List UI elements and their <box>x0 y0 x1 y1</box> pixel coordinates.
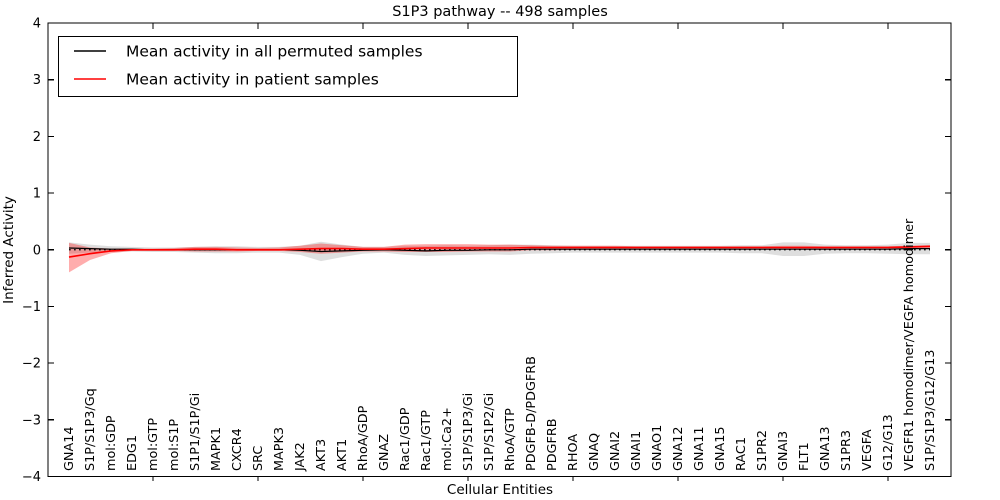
x-category-label: GNAZ <box>377 434 392 471</box>
chart-title: S1P3 pathway -- 498 samples <box>392 4 608 20</box>
permuted-confidence-band <box>69 241 930 262</box>
patient-mean-line <box>68 245 931 258</box>
y-tick-label: 1 <box>33 187 41 202</box>
x-category-label: CXCR4 <box>230 428 245 471</box>
x-axis-label: Cellular Entities <box>447 482 553 498</box>
x-category-label: RhoA/GTP <box>503 408 518 471</box>
x-category-label: PDGFB-D/PDGFRB <box>524 356 539 471</box>
x-category-labels: GNA14 S1P/S1P3/Gq mol:GDP EDG1 mol:GTP mol:S1… <box>62 218 938 472</box>
x-category-label: S1P/S1P3/Gq <box>83 388 98 471</box>
x-category-label: S1P/S1P2/Gi <box>482 393 497 471</box>
series-lines <box>68 245 931 258</box>
x-category-label: GNA13 <box>818 426 833 471</box>
x-category-label: GNAI1 <box>629 431 644 471</box>
y-tick-label: −4 <box>22 470 41 485</box>
x-category-label: AKT3 <box>314 439 329 471</box>
confidence-bands <box>69 241 930 273</box>
x-category-label: S1P/S1P3/G12/G13 <box>923 350 938 471</box>
x-category-label: mol:GDP <box>104 415 119 471</box>
y-tick-label: 3 <box>33 73 41 88</box>
x-category-label: GNAI3 <box>776 431 791 471</box>
x-category-label: PDGFRB <box>545 418 560 471</box>
y-tick-label: −2 <box>22 357 41 372</box>
x-category-label: S1PR3 <box>839 430 854 471</box>
legend-permuted-label: Mean activity in all permuted samples <box>126 43 423 61</box>
x-category-label: mol:GTP <box>146 418 161 471</box>
y-tick-labels: 4 3 2 1 0 −1 −2 −3 −4 <box>22 17 41 486</box>
x-category-label: VEGFR1 homodimer/VEGFA homodimer <box>902 218 917 471</box>
x-category-label: MAPK3 <box>272 427 287 471</box>
x-category-label: GNA12 <box>671 426 686 471</box>
x-category-label: SRC <box>251 446 266 471</box>
x-category-label: RHOA <box>566 434 581 471</box>
x-category-label: GNAO1 <box>650 425 665 471</box>
x-category-label: G12/G13 <box>881 414 896 471</box>
x-category-label: S1P1/S1P/Gi <box>188 393 203 471</box>
x-category-label: mol:S1P <box>167 419 182 471</box>
x-category-label: VEGFA <box>860 429 875 471</box>
x-category-label: GNAQ <box>587 433 602 471</box>
x-category-label: GNAI2 <box>608 431 623 471</box>
x-category-label: EDG1 <box>125 435 140 471</box>
axis-ticks <box>48 22 951 481</box>
x-category-label: MAPK1 <box>209 427 224 471</box>
x-category-label: GNA11 <box>692 426 707 471</box>
y-tick-label: −3 <box>22 413 41 428</box>
x-category-label: S1P/S1P3/Gi <box>461 393 476 471</box>
y-axis-label: Inferred Activity <box>1 196 17 304</box>
x-category-label: RAC1 <box>734 437 749 471</box>
x-category-label: Rac1/GDP <box>398 407 413 471</box>
legend: Mean activity in all permuted samples Me… <box>57 35 519 98</box>
x-category-label: FLT1 <box>797 442 812 471</box>
legend-box <box>57 35 519 98</box>
x-category-label: Rac1/GTP <box>419 410 434 471</box>
x-category-label: RhoA/GDP <box>356 405 371 471</box>
x-category-label: GNA14 <box>62 426 77 471</box>
y-tick-label: 2 <box>33 130 41 145</box>
x-category-label: S1PR2 <box>755 430 770 471</box>
x-category-label: JAK2 <box>293 442 308 472</box>
x-category-label: mol:Ca2+ <box>440 407 455 471</box>
y-tick-label: 4 <box>33 17 41 32</box>
x-category-label: AKT1 <box>335 439 350 471</box>
y-tick-label: −1 <box>22 300 41 315</box>
y-tick-label: 0 <box>33 243 41 258</box>
x-category-label: GNA15 <box>713 426 728 471</box>
legend-patient-label: Mean activity in patient samples <box>126 71 379 89</box>
